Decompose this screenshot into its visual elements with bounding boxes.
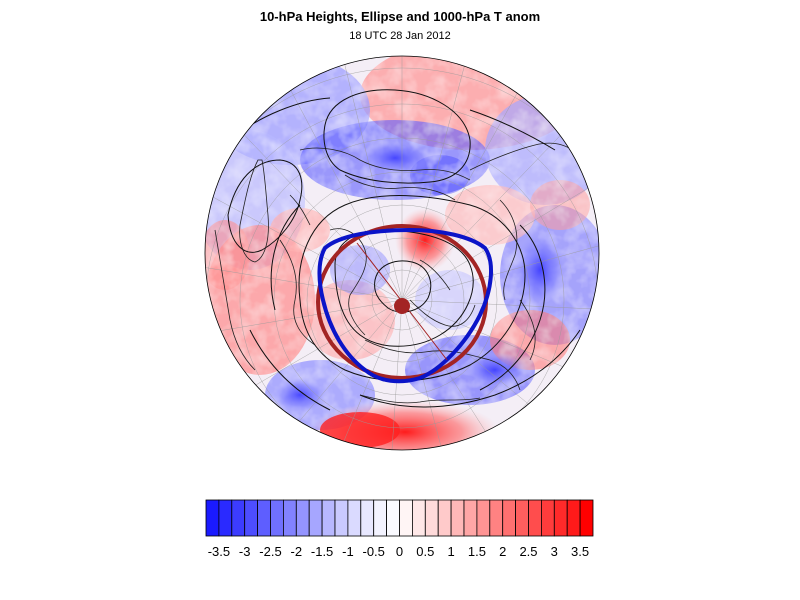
colorbar-labels: -3.5 -3 -2.5 -2 -1.5 -1 -0.5 0 0.5 1 1.5 2 2.5 3 3.5 bbox=[208, 544, 589, 559]
colorbar-box bbox=[450, 499, 465, 537]
colorbar-box bbox=[411, 499, 426, 537]
colorbar-box bbox=[360, 499, 375, 537]
colorbar-box bbox=[437, 499, 452, 537]
colorbar-box bbox=[347, 499, 362, 537]
colorbar-box bbox=[373, 499, 388, 537]
colorbar-box bbox=[308, 499, 323, 537]
colorbar-box bbox=[515, 499, 529, 537]
colorbar-tick-label: 0.5 bbox=[416, 544, 434, 559]
colorbar-box bbox=[282, 499, 297, 537]
colorbar-tick-label: 2.5 bbox=[519, 544, 537, 559]
colorbar-box bbox=[205, 499, 220, 537]
colorbar-tick-label: -0.5 bbox=[362, 544, 384, 559]
vortex-centroid bbox=[394, 298, 410, 314]
colorbar-box bbox=[566, 499, 581, 537]
colorbar-tick-label: 1.5 bbox=[468, 544, 486, 559]
colorbar-box bbox=[528, 499, 542, 537]
colorbar-tick-label: -2.5 bbox=[259, 544, 281, 559]
colorbar-box bbox=[541, 499, 555, 537]
colorbar-tick-label: 1 bbox=[447, 544, 454, 559]
colorbar-tick-label: 2 bbox=[499, 544, 506, 559]
colorbar-box bbox=[257, 499, 271, 537]
colorbar-box bbox=[270, 499, 284, 537]
colorbar-box bbox=[231, 499, 246, 537]
colorbar-tick-label: -3.5 bbox=[208, 544, 230, 559]
vortex-ellipse bbox=[317, 227, 493, 384]
colorbar-tick-label: -2 bbox=[291, 544, 303, 559]
colorbar-box bbox=[218, 499, 233, 537]
colorbar-box bbox=[244, 499, 258, 537]
colorbar-boxes bbox=[205, 499, 594, 537]
coastlines bbox=[214, 142, 586, 404]
colorbar-box bbox=[489, 499, 504, 537]
colorbar-box bbox=[463, 499, 478, 537]
colorbar-box bbox=[386, 499, 400, 537]
colorbar-box bbox=[334, 499, 349, 537]
chart-subtitle: 18 UTC 28 Jan 2012 bbox=[349, 30, 451, 42]
colorbar-box bbox=[295, 499, 310, 537]
chart-title: 10-hPa Heights, Ellipse and 1000-hPa T a… bbox=[259, 9, 541, 24]
colorbar-tick-label: -1 bbox=[342, 544, 354, 559]
colorbar-tick-label: 0 bbox=[396, 544, 403, 559]
colorbar-box bbox=[579, 499, 594, 537]
colorbar-box bbox=[424, 499, 439, 537]
colorbar-box bbox=[399, 499, 413, 537]
colorbar-tick-label: -3 bbox=[239, 544, 251, 559]
colorbar-tick-label: -1.5 bbox=[311, 544, 333, 559]
colorbar-box bbox=[476, 499, 491, 537]
colorbar-box bbox=[553, 499, 568, 537]
colorbar-box bbox=[502, 499, 517, 537]
height-contours bbox=[227, 89, 581, 411]
colorbar-tick-label: 3 bbox=[551, 544, 558, 559]
colorbar-box bbox=[321, 499, 336, 537]
globe-outline bbox=[204, 55, 600, 451]
colorbar-tick-label: 3.5 bbox=[571, 544, 589, 559]
